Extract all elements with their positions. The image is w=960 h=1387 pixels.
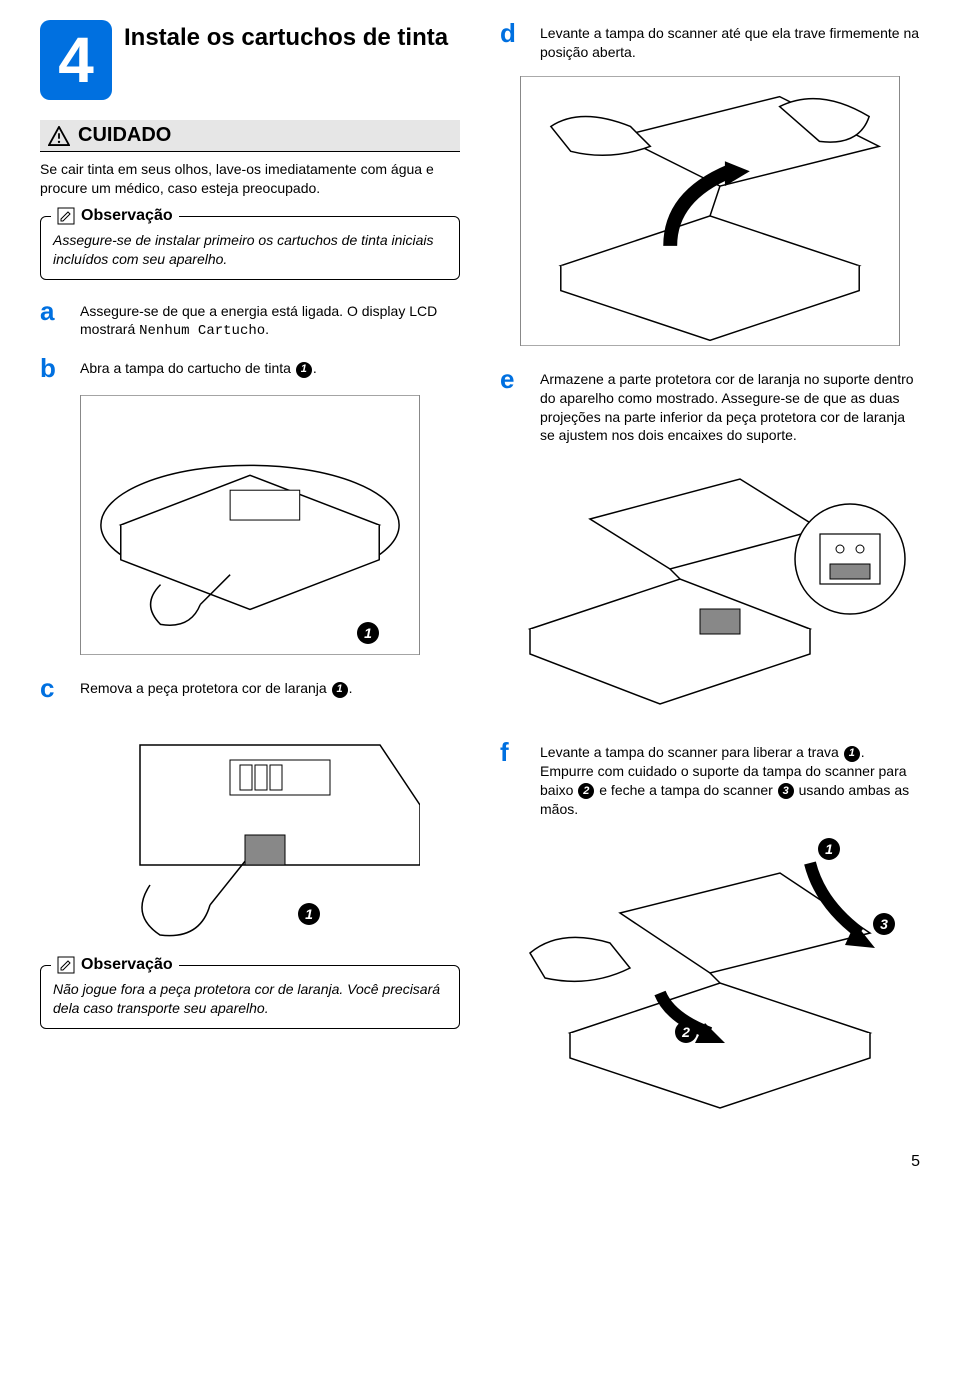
step-number-badge: 4 [40, 20, 112, 100]
step-c: c Remova a peça protetora cor de laranja… [40, 675, 460, 701]
callout-badge-3: 3 [873, 913, 895, 935]
caution-box: CUIDADO Se cair tinta em seus olhos, lav… [40, 120, 460, 198]
caution-text: Se cair tinta em seus olhos, lave-os ime… [40, 152, 460, 198]
ref-badge: 2 [578, 783, 594, 799]
step-f: f Levante a tampa do scanner para libera… [500, 739, 920, 819]
note-label-1: Observação [51, 205, 179, 227]
lift-scanner-cover-icon [521, 76, 899, 346]
step-letter-e: e [500, 366, 524, 446]
illustration-b: 1 [40, 395, 460, 655]
step-e: e Armazene a parte protetora cor de lara… [500, 366, 920, 446]
note-box-1: Observação Assegure-se de instalar prime… [40, 216, 460, 280]
illustration-f: 1 2 3 [500, 833, 920, 1113]
step-c-text: Remova a peça protetora cor de laranja 1… [80, 675, 460, 701]
illustration-c: 1 [40, 715, 460, 945]
step-letter-a: a [40, 298, 64, 342]
step-letter-c: c [40, 675, 64, 701]
step-letter-f: f [500, 739, 524, 819]
callout-badge-2: 2 [675, 1021, 697, 1043]
step-b-text: Abra a tampa do cartucho de tinta 1. [80, 355, 460, 381]
pencil-icon [57, 956, 75, 974]
step-b: b Abra a tampa do cartucho de tinta 1. [40, 355, 460, 381]
step-a-text: Assegure-se de que a energia está ligada… [80, 298, 460, 342]
ref-badge: 1 [332, 682, 348, 698]
step-f-text: Levante a tampa do scanner para liberar … [540, 739, 920, 819]
pencil-icon [57, 207, 75, 225]
step-d: d Levante a tampa do scanner até que ela… [500, 20, 920, 62]
ref-badge: 1 [296, 362, 312, 378]
callout-badge-1: 1 [818, 838, 840, 860]
printer-open-cartridge-icon [81, 395, 419, 655]
caution-header: CUIDADO [40, 120, 460, 152]
caution-label: CUIDADO [78, 124, 171, 147]
step-letter-d: d [500, 20, 524, 62]
close-scanner-cover-icon [510, 833, 910, 1113]
step-a: a Assegure-se de que a energia está liga… [40, 298, 460, 342]
step-e-text: Armazene a parte protetora cor de laranj… [540, 366, 920, 446]
step-header: 4 Instale os cartuchos de tinta [40, 20, 460, 100]
note-text-1: Assegure-se de instalar primeiro os cart… [53, 232, 434, 267]
illustration-d [500, 76, 920, 346]
store-orange-piece-icon [510, 459, 910, 719]
ref-badge: 3 [778, 783, 794, 799]
step-title: Instale os cartuchos de tinta [124, 20, 448, 53]
note-box-2: Observação Não jogue fora a peça proteto… [40, 965, 460, 1029]
illustration-e [500, 459, 920, 719]
remove-orange-piece-icon [80, 715, 420, 945]
ref-badge: 1 [844, 746, 860, 762]
note-text-2: Não jogue fora a peça protetora cor de l… [53, 981, 440, 1016]
page-number: 5 [40, 1153, 920, 1171]
step-letter-b: b [40, 355, 64, 381]
note-label-2: Observação [51, 954, 179, 976]
warning-icon [48, 126, 70, 146]
step-d-text: Levante a tampa do scanner até que ela t… [540, 20, 920, 62]
